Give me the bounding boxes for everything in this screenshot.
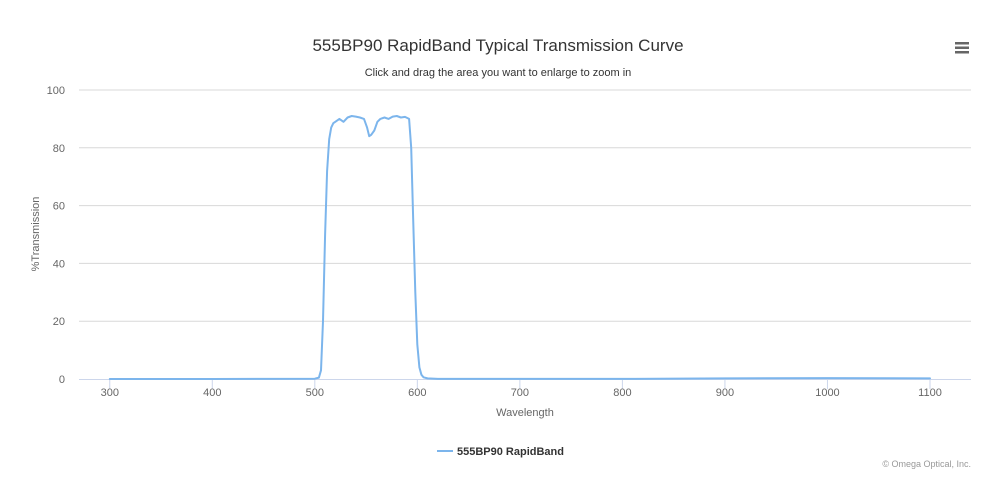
x-tick-label: 600 (408, 387, 426, 399)
y-axis-label: %Transmission (30, 197, 42, 272)
x-tick-label: 1000 (815, 387, 839, 399)
y-tick-label: 60 (53, 201, 65, 213)
x-tick-label: 400 (203, 387, 221, 399)
series-line-0[interactable] (108, 115, 931, 380)
y-tick-label: 40 (53, 258, 65, 270)
y-tick-label: 100 (47, 85, 65, 97)
plot-area[interactable] (108, 115, 931, 380)
x-tick-label: 900 (716, 387, 734, 399)
chart-title: 555BP90 RapidBand Typical Transmission C… (312, 36, 683, 55)
x-tick-label: 700 (511, 387, 529, 399)
y-tick-label: 20 (53, 316, 65, 328)
y-tick-label: 80 (53, 143, 65, 155)
credits: © Omega Optical, Inc. (882, 459, 971, 469)
x-tick-label: 1100 (918, 387, 942, 399)
chart-subtitle: Click and drag the area you want to enla… (365, 67, 632, 79)
axes: 0 20 40 60 80 100 300 400 500 600 700 800 900 1000 110… (47, 85, 971, 399)
legend[interactable]: 555BP90 RapidBand (437, 446, 564, 458)
hamburger-menu-icon[interactable] (948, 37, 976, 59)
x-tick-label: 300 (101, 387, 119, 399)
grid (79, 89, 971, 322)
x-tick-label: 500 (306, 387, 324, 399)
x-tick-label: 800 (613, 387, 631, 399)
x-axis-label: Wavelength (496, 407, 554, 419)
legend-item-label[interactable]: 555BP90 RapidBand (457, 446, 564, 458)
y-tick-label: 0 (59, 374, 65, 386)
